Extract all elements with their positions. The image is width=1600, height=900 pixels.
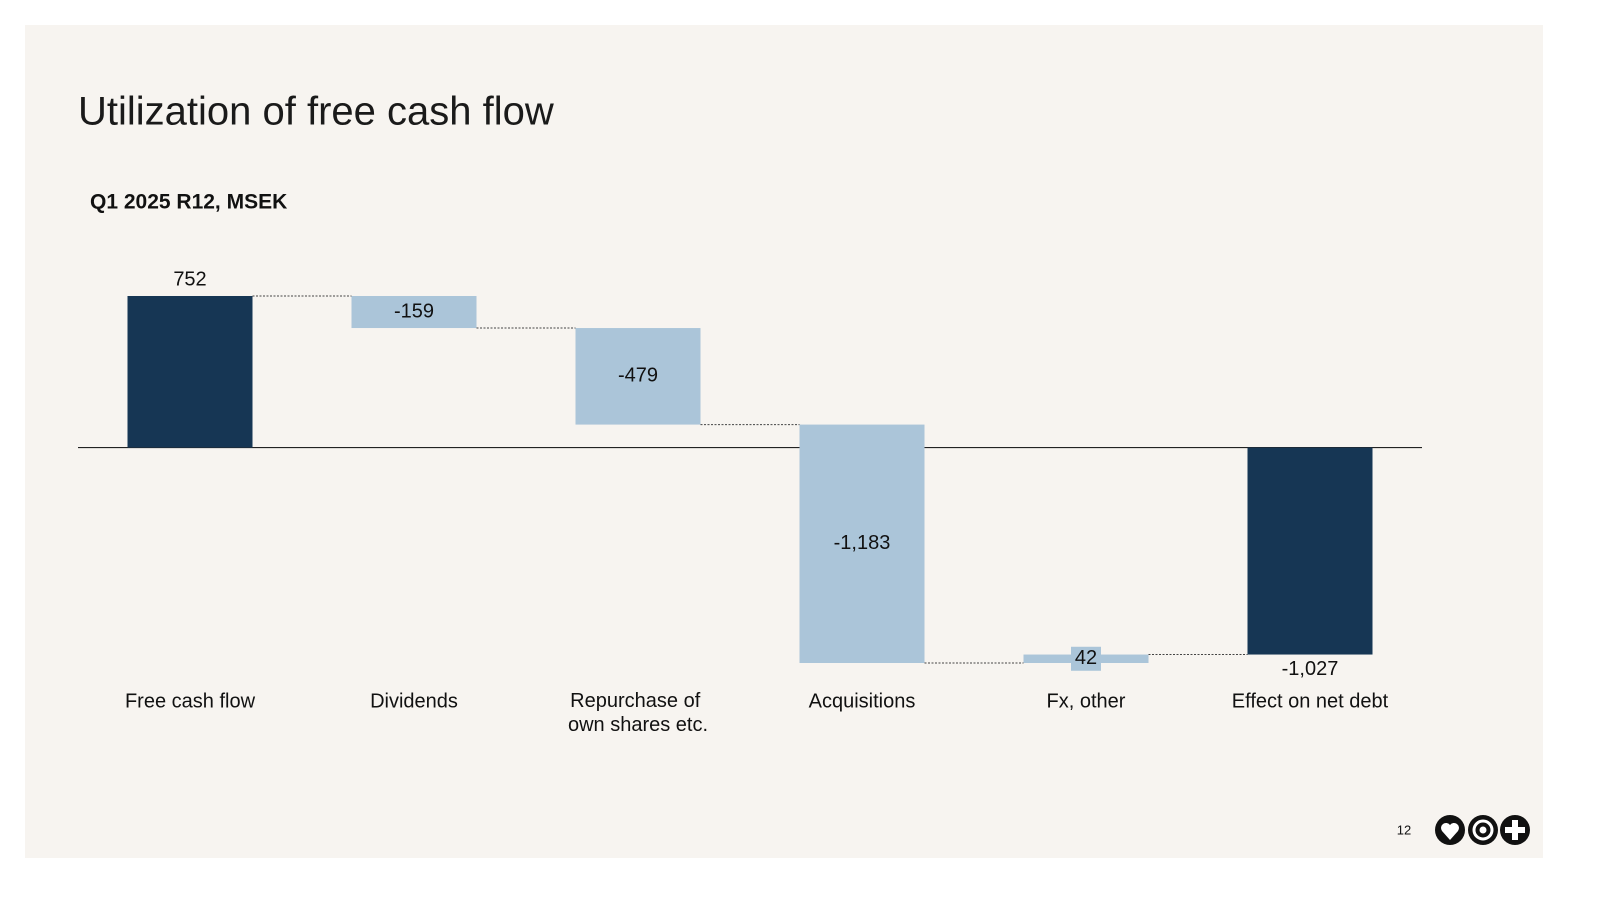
value-label: 42 (1075, 647, 1097, 669)
value-label: -159 (394, 300, 434, 322)
chart-title: Utilization of free cash flow (78, 90, 554, 134)
category-label: Dividends (370, 690, 458, 712)
category-label: Effect on net debt (1232, 690, 1389, 712)
value-label: -1,183 (834, 532, 891, 554)
total-bar (1247, 447, 1373, 655)
page-number: 12 (1397, 822, 1411, 837)
change-bar (351, 296, 477, 329)
change-bar (799, 424, 925, 663)
chart-subtitle: Q1 2025 R12, MSEK (90, 191, 287, 214)
slide-background (25, 25, 1543, 858)
total-bar (127, 296, 253, 448)
category-label: Free cash flow (125, 690, 256, 712)
label-box (1071, 646, 1101, 671)
change-bar (575, 328, 701, 425)
category-label: Fx, other (1047, 690, 1126, 712)
category-label: Acquisitions (809, 690, 916, 712)
value-label: -479 (618, 365, 658, 387)
value-label: -1,027 (1282, 658, 1339, 680)
value-label: 752 (173, 268, 206, 290)
logo (1435, 815, 1530, 845)
category-label: Repurchase of own shares etc. (568, 690, 708, 736)
